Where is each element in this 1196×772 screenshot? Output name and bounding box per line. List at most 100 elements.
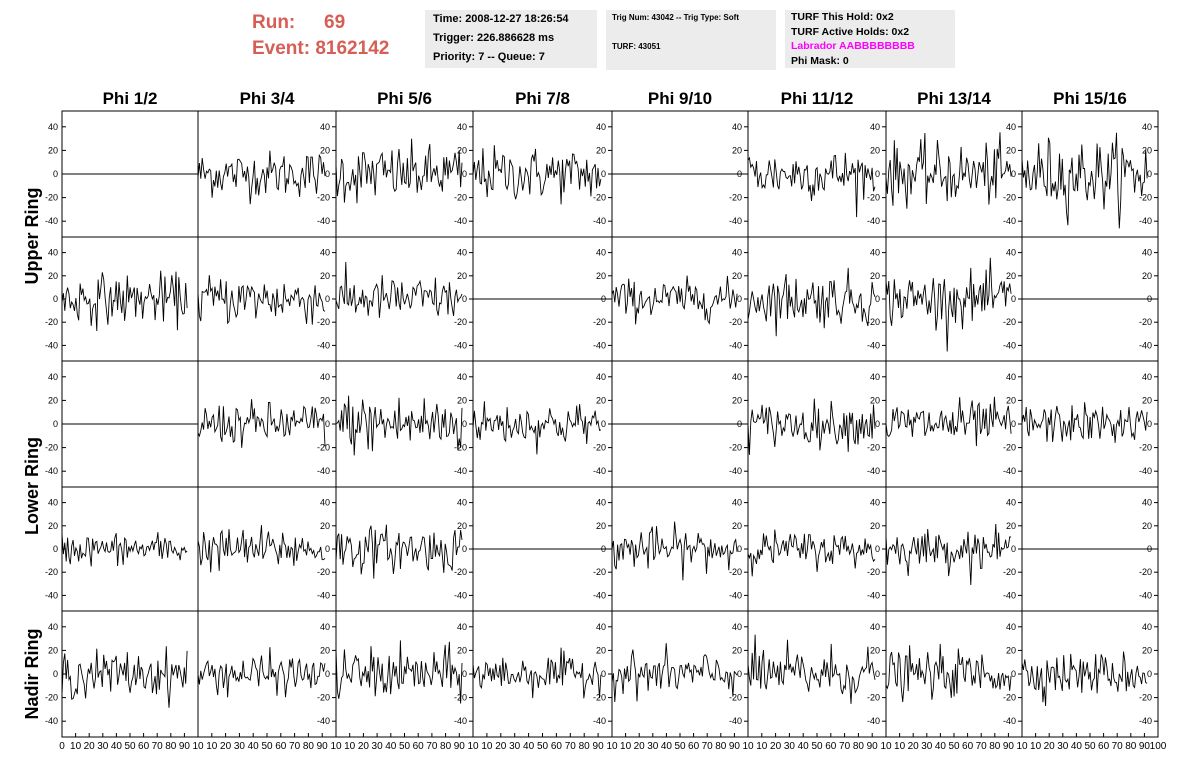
y-tick-label: -20 <box>1139 317 1152 327</box>
y-tick-label: -40 <box>45 216 58 226</box>
y-tick-label: 20 <box>596 145 606 155</box>
x-tick-label: 40 <box>798 741 810 752</box>
column-label-5: Phi 9/10 <box>648 89 712 108</box>
waveform-panel-r0-c6: -40 -20 0 20 40 <box>885 110 1023 238</box>
y-tick-label: 0 <box>325 544 330 554</box>
y-tick-label: 20 <box>320 645 330 655</box>
y-tick-label: -40 <box>454 590 467 600</box>
x-tick-label: 80 <box>715 741 727 752</box>
y-tick-label: 20 <box>48 271 58 281</box>
y-tick-label: 0 <box>875 669 880 679</box>
waveform-panel-r3-c2: -40 -20 0 20 40 <box>335 486 474 612</box>
x-tick-label: 90 <box>1003 741 1015 752</box>
y-tick-label: -40 <box>729 340 742 350</box>
y-tick-label: -40 <box>729 590 742 600</box>
waveform-trace <box>885 396 1012 447</box>
y-tick-label: 0 <box>325 169 330 179</box>
y-tick-label: 40 <box>1142 622 1152 632</box>
x-tick-label: 20 <box>84 741 96 752</box>
y-tick-label: -40 <box>317 716 330 726</box>
waveform-trace <box>335 524 463 579</box>
panel-frame <box>747 610 887 738</box>
y-tick-label: 0 <box>1011 294 1016 304</box>
event-label: Event: <box>252 38 311 59</box>
y-tick-label: -40 <box>317 216 330 226</box>
y-tick-label: 0 <box>462 169 467 179</box>
x-tick-label: 10 <box>756 741 768 752</box>
waveform-panel-r0-c5: -40 -20 0 20 40 <box>747 110 887 238</box>
turf-active-holds-text: TURF Active Holds: 0x2 <box>791 25 910 38</box>
x-tick-label: 80 <box>440 741 452 752</box>
x-tick-label: 50 <box>261 741 273 752</box>
x-tick-label: 10 <box>1016 741 1028 752</box>
y-tick-label: 0 <box>325 669 330 679</box>
x-tick-label: 80 <box>303 741 315 752</box>
x-tick-label: 90 <box>729 741 741 752</box>
x-tick-label: 30 <box>784 741 796 752</box>
y-tick-label: 20 <box>732 271 742 281</box>
y-tick-label: 20 <box>732 521 742 531</box>
y-tick-label: 20 <box>596 395 606 405</box>
x-tick-label: 10 <box>481 741 493 752</box>
y-tick-label: -20 <box>45 317 58 327</box>
x-tick-label: 70 <box>426 741 438 752</box>
y-tick-label: 20 <box>1142 145 1152 155</box>
x-tick-label: 60 <box>413 741 425 752</box>
waveform-panel-r2-c5: -40 -20 0 20 40 <box>747 360 887 488</box>
waveform-trace <box>61 270 188 332</box>
y-tick-label: 20 <box>732 395 742 405</box>
waveform-trace <box>1021 132 1148 229</box>
y-tick-label: -40 <box>867 216 880 226</box>
x-tick-label: 90 <box>1139 741 1151 752</box>
y-tick-label: 40 <box>870 498 880 508</box>
x-tick-label: 40 <box>661 741 673 752</box>
x-tick-label: 40 <box>523 741 535 752</box>
waveform-trace <box>747 267 876 337</box>
x-tick-label: 90 <box>179 741 191 752</box>
y-tick-label: 40 <box>596 372 606 382</box>
y-tick-label: 40 <box>870 622 880 632</box>
y-tick-label: -20 <box>1139 443 1152 453</box>
waveform-trace <box>747 634 876 704</box>
x-tick-label: 80 <box>853 741 865 752</box>
y-tick-label: -40 <box>1003 590 1016 600</box>
y-tick-label: -40 <box>867 466 880 476</box>
x-tick-label: 20 <box>495 741 507 752</box>
y-tick-label: 0 <box>737 294 742 304</box>
panel-frame <box>197 486 337 612</box>
panel-frame <box>472 110 613 238</box>
y-tick-label: 20 <box>870 521 880 531</box>
x-tick-label: 60 <box>962 741 974 752</box>
waveform-panel-r1-c0: -40 -20 0 20 40 <box>45 236 199 362</box>
waveform-panel-r2-c3: -40 -20 0 20 40 <box>472 360 613 488</box>
y-tick-label: 20 <box>48 395 58 405</box>
x-tick-label: 60 <box>551 741 563 752</box>
row-group-label-3: Nadir Ring <box>22 628 42 719</box>
y-tick-label: -20 <box>867 567 880 577</box>
x-tick-label: 50 <box>399 741 411 752</box>
x-tick-label: 80 <box>989 741 1001 752</box>
x-tick-label: 0 <box>59 741 65 752</box>
y-tick-label: 40 <box>596 498 606 508</box>
y-tick-label: 40 <box>1142 372 1152 382</box>
waveform-panel-r1-c5: -40 -20 0 20 40 <box>747 236 887 362</box>
x-tick-label: 70 <box>289 741 301 752</box>
y-tick-label: 0 <box>462 294 467 304</box>
y-tick-label: -20 <box>729 443 742 453</box>
waveform-panel-r1-c4: -40 -20 0 20 40 <box>611 236 749 362</box>
waveform-trace <box>197 275 326 325</box>
y-tick-label: 0 <box>875 544 880 554</box>
event-value: 8162142 <box>315 38 390 59</box>
x-tick-label: 10 <box>206 741 218 752</box>
x-tick-label: 40 <box>935 741 947 752</box>
panel-frame <box>61 236 199 362</box>
y-tick-label: -40 <box>867 716 880 726</box>
x-tick-label: 70 <box>976 741 988 752</box>
y-tick-label: 0 <box>601 669 606 679</box>
y-tick-label: -20 <box>1003 317 1016 327</box>
y-tick-label: 40 <box>870 122 880 132</box>
waveform-trace <box>747 398 876 455</box>
waveform-panel-r2-c7: -40 -20 0 20 40 <box>1021 360 1159 488</box>
